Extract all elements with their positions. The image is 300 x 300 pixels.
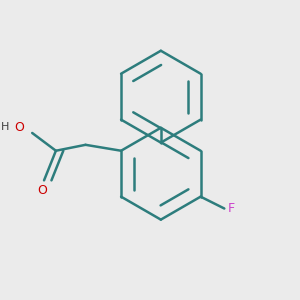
Text: O: O xyxy=(38,184,47,197)
Text: F: F xyxy=(228,202,235,215)
Text: H: H xyxy=(1,122,10,132)
Text: O: O xyxy=(14,121,24,134)
